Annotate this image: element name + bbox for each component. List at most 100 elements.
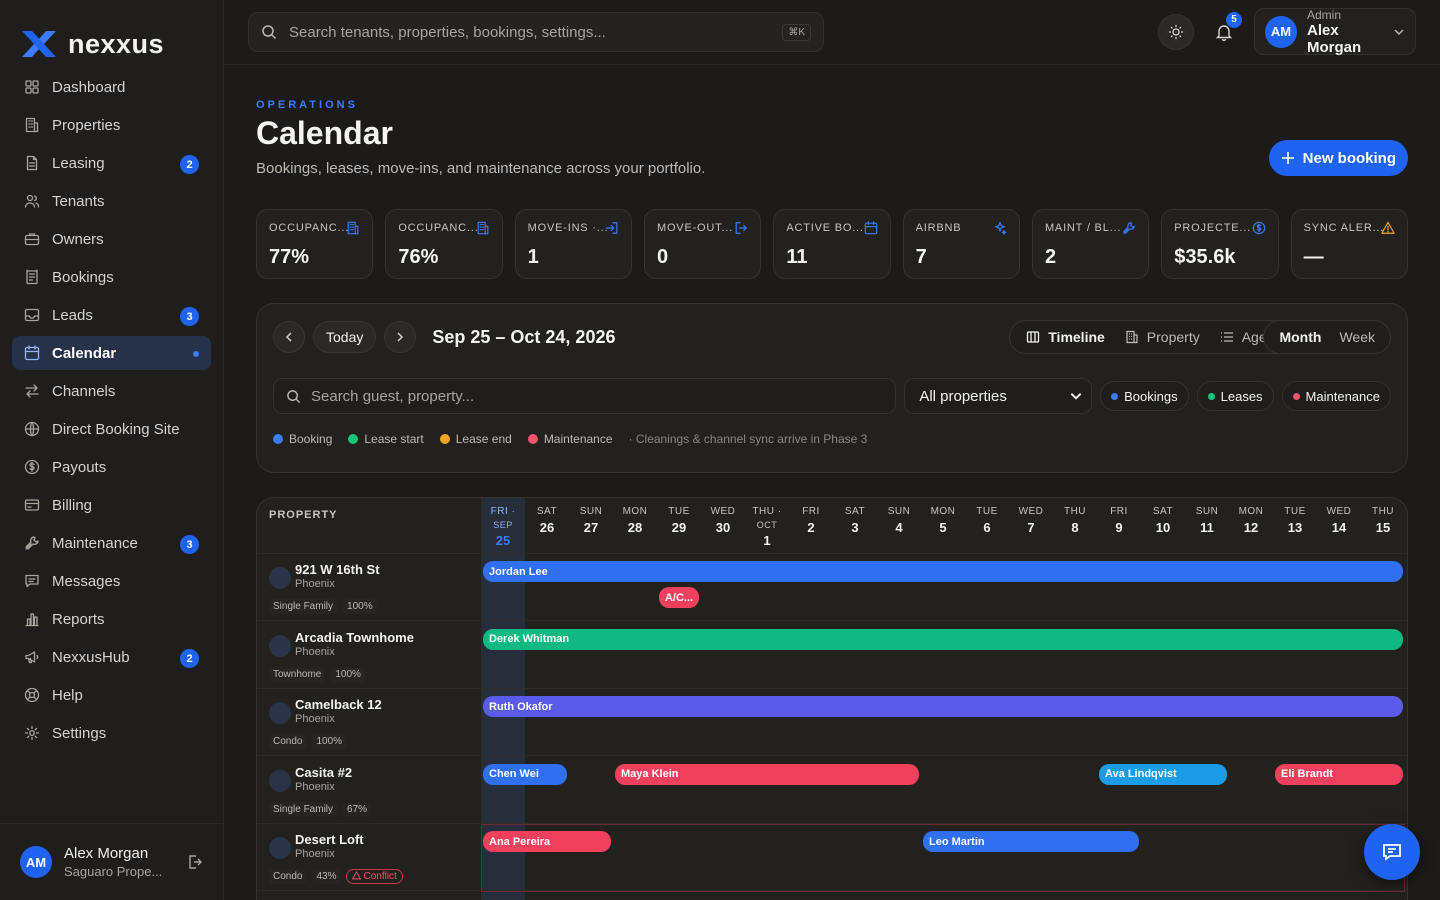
filter-chip-leases[interactable]: Leases bbox=[1196, 381, 1274, 411]
stat-card[interactable]: OCCUPANC... 76% bbox=[385, 209, 503, 279]
stat-card[interactable]: MAINT / BL... 2 bbox=[1031, 209, 1150, 279]
sidebar-item-label: Calendar bbox=[52, 344, 117, 362]
filter-dot bbox=[1207, 392, 1215, 400]
user-menu-button[interactable]: AM Admin Alex Morgan bbox=[1254, 8, 1416, 56]
mode-week[interactable]: Week bbox=[1339, 329, 1375, 345]
property-avatar bbox=[269, 634, 291, 657]
stat-card[interactable]: PROJECTE... $35.6k bbox=[1161, 209, 1279, 279]
sidebar-item-reports[interactable]: Reports bbox=[12, 602, 211, 636]
view-switcher: Timeline Property Agenda bbox=[1009, 320, 1307, 354]
sidebar-item-label: Leasing bbox=[52, 154, 105, 172]
sidebar-item-maintenance[interactable]: Maintenance 3 bbox=[12, 526, 211, 560]
guest-search-placeholder: Search guest, property... bbox=[311, 387, 475, 405]
sidebar-item-properties[interactable]: Properties bbox=[12, 108, 211, 142]
sidebar-item-settings[interactable]: Settings bbox=[12, 716, 211, 750]
sidebar-item-bookings[interactable]: Bookings bbox=[12, 260, 211, 294]
today-button[interactable]: Today bbox=[313, 321, 377, 353]
plus-icon bbox=[1281, 152, 1294, 164]
event-bar[interactable]: Chen Wei bbox=[483, 763, 567, 785]
notifications-button[interactable]: 5 bbox=[1206, 11, 1242, 50]
day-of-week: FRI bbox=[802, 506, 820, 517]
property-tags: Condo 100% bbox=[269, 734, 347, 749]
chat-fab-button[interactable] bbox=[1364, 824, 1420, 880]
event-bar[interactable]: A/C... bbox=[659, 587, 699, 608]
view-property[interactable]: Property bbox=[1115, 329, 1210, 345]
mode-month[interactable]: Month bbox=[1279, 329, 1322, 345]
view-timeline-label: Timeline bbox=[1048, 329, 1105, 345]
stat-card[interactable]: AIRBNB 7 bbox=[902, 209, 1020, 279]
logout-icon[interactable] bbox=[187, 854, 203, 870]
day-number: 15 bbox=[1375, 520, 1391, 535]
sidebar-item-leads[interactable]: Leads 3 bbox=[12, 298, 211, 332]
day-header: WED 14 bbox=[1317, 506, 1361, 535]
sidebar-item-messages[interactable]: Messages bbox=[12, 564, 211, 598]
legend-label: Maintenance bbox=[543, 432, 613, 446]
event-bar[interactable]: Derek Whitman bbox=[483, 628, 1403, 650]
global-search-input[interactable]: Search tenants, properties, bookings, se… bbox=[248, 12, 824, 52]
view-timeline[interactable]: Timeline bbox=[1016, 329, 1115, 345]
sidebar-item-tenants[interactable]: Tenants bbox=[12, 184, 211, 218]
legend-note: · Cleanings & channel sync arrive in Pha… bbox=[628, 432, 868, 446]
guest-search-input[interactable]: Search guest, property... bbox=[273, 378, 897, 414]
stat-value: 0 bbox=[656, 246, 669, 268]
event-bar[interactable]: Ava Lindqvist bbox=[1099, 763, 1227, 785]
sidebar-item-dashboard[interactable]: Dashboard bbox=[12, 70, 211, 104]
filter-chip-maintenance[interactable]: Maintenance bbox=[1281, 381, 1391, 411]
legend-dot bbox=[439, 434, 450, 444]
sidebar-item-label: Settings bbox=[52, 724, 107, 742]
day-header: TUE 13 bbox=[1273, 506, 1317, 535]
stat-card[interactable]: SYNC ALER... — bbox=[1290, 209, 1408, 279]
sidebar-item-help[interactable]: Help bbox=[12, 678, 211, 712]
stat-card[interactable]: ACTIVE BO... 11 bbox=[773, 209, 891, 279]
sidebar-item-leasing[interactable]: Leasing 2 bbox=[12, 146, 211, 180]
column-divider bbox=[481, 498, 482, 900]
event-bar[interactable]: Ana Pereira bbox=[483, 831, 611, 852]
sidebar-item-label: Channels bbox=[52, 382, 116, 400]
sidebar-item-label: Tenants bbox=[52, 192, 105, 210]
day-number: 27 bbox=[583, 520, 599, 535]
stat-card[interactable]: MOVE-OUT... 0 bbox=[643, 209, 762, 279]
prev-range-button[interactable] bbox=[273, 321, 305, 353]
sidebar-item-label: Dashboard bbox=[52, 78, 126, 96]
brand-logo[interactable]: nexxus bbox=[0, 0, 223, 70]
day-of-week: WED bbox=[710, 506, 736, 517]
sidebar-item-owners[interactable]: Owners bbox=[12, 222, 211, 256]
filter-chip-bookings[interactable]: Bookings bbox=[1100, 381, 1189, 411]
new-booking-button[interactable]: New booking bbox=[1268, 140, 1408, 176]
event-bar[interactable]: Leo Martin bbox=[923, 831, 1139, 852]
event-bar[interactable]: Ruth Okafor bbox=[483, 696, 1403, 717]
sidebar-item-calendar[interactable]: Calendar bbox=[12, 336, 211, 370]
stat-label: MOVE-INS ·... bbox=[527, 222, 608, 234]
theme-toggle-button[interactable] bbox=[1158, 13, 1194, 50]
sidebar-item-billing[interactable]: Billing bbox=[12, 488, 211, 522]
event-bar[interactable]: Maya Klein bbox=[615, 763, 919, 785]
event-bar[interactable]: Jordan Lee bbox=[483, 561, 1403, 582]
sidebar-item-nexxushub[interactable]: NexxusHub 2 bbox=[12, 640, 211, 674]
stat-card[interactable]: MOVE-INS ·... 1 bbox=[514, 209, 632, 279]
calendar-icon bbox=[864, 221, 878, 235]
legend-label: Lease end bbox=[455, 432, 512, 446]
property-row: Camelback 12 Phoenix Condo 100% bbox=[257, 689, 1407, 756]
sidebar-item-direct-booking-site[interactable]: Direct Booking Site bbox=[12, 412, 211, 446]
stat-card[interactable]: OCCUPANC... 77% bbox=[256, 209, 374, 279]
property-row: Arcadia Townhome Phoenix Townhome 100% bbox=[257, 622, 1407, 689]
sidebar-item-channels[interactable]: Channels bbox=[12, 374, 211, 408]
sparkle-icon bbox=[993, 221, 1007, 235]
event-bar[interactable]: Eli Brandt bbox=[1275, 763, 1403, 785]
avatar: AM bbox=[1265, 15, 1297, 48]
next-range-button[interactable] bbox=[384, 321, 417, 353]
property-column-header: PROPERTY bbox=[269, 509, 338, 521]
day-number: 30 bbox=[715, 520, 731, 535]
chat-icon bbox=[1383, 844, 1401, 861]
day-of-week: FRI · bbox=[490, 506, 516, 517]
stat-value: — bbox=[1303, 246, 1324, 268]
sidebar-user[interactable]: AM Alex Morgan Saguaro Prope... bbox=[0, 823, 223, 900]
sidebar-item-payouts[interactable]: Payouts bbox=[12, 450, 211, 484]
property-filter-select[interactable]: All properties bbox=[904, 378, 1093, 414]
day-number: 11 bbox=[1200, 520, 1214, 535]
day-number: 13 bbox=[1287, 520, 1303, 535]
occupancy-tag: 100% bbox=[312, 734, 347, 749]
arrows-icon bbox=[24, 383, 40, 399]
gear-icon bbox=[24, 725, 40, 741]
day-of-week: SUN bbox=[579, 506, 603, 517]
